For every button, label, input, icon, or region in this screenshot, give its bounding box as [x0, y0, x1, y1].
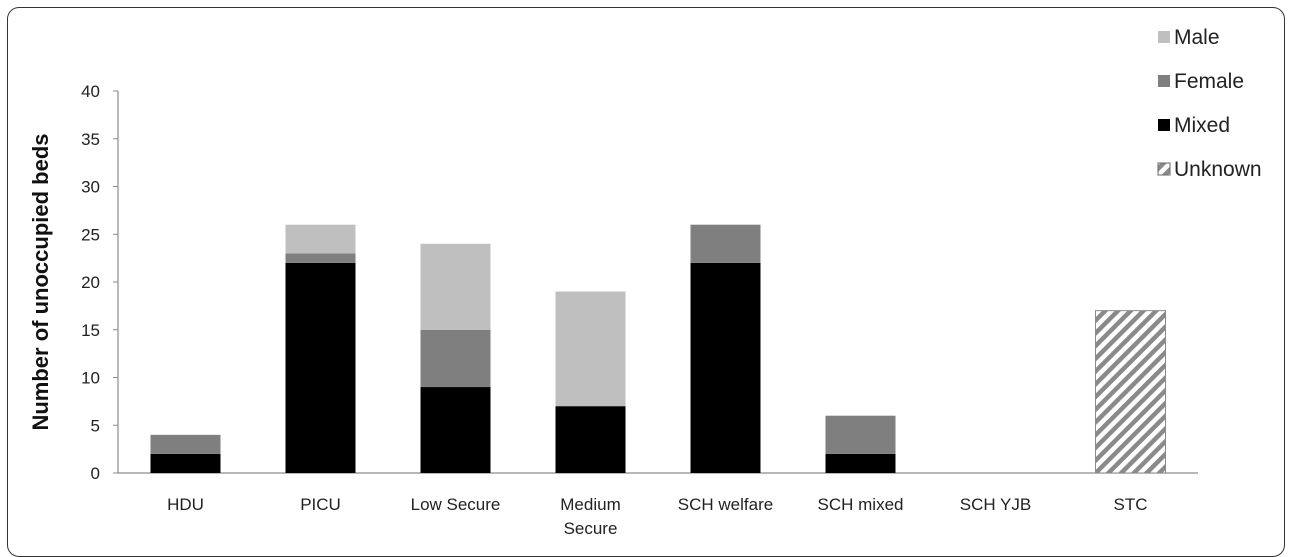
x-tick-label: STC	[1114, 495, 1148, 514]
legend-swatch-mixed	[1158, 119, 1170, 131]
x-tick-label: SCH mixed	[818, 495, 904, 514]
bar-female-picu	[285, 253, 356, 263]
legend: Male Female Mixed Unknown	[1157, 26, 1262, 181]
x-tick-label: Low Secure	[411, 495, 501, 514]
bar-female-sch-mixed	[825, 415, 896, 454]
bar-female-sch-welfare	[690, 224, 761, 263]
x-tick-label: HDU	[167, 495, 204, 514]
bar-mixed-sch-welfare	[690, 262, 761, 473]
plot-area: 0 5 10 15 20 25 30 35 40 HDU PICU Low Secure Medium S…	[81, 82, 1198, 538]
bar-mixed-picu	[285, 262, 356, 473]
bar-mixed-low-secure	[420, 387, 491, 473]
legend-label-unknown: Unknown	[1174, 158, 1262, 181]
legend-swatch-male	[1158, 31, 1170, 43]
legend-swatch-female	[1158, 75, 1170, 87]
x-tick-label: SCH YJB	[960, 495, 1032, 514]
y-axis-label: Number of unoccupied beds	[28, 133, 53, 430]
legend-label-mixed: Mixed	[1174, 114, 1230, 137]
bar-male-low-secure	[420, 243, 491, 330]
x-tick-label: SCH welfare	[678, 495, 773, 514]
legend-label-male: Male	[1174, 26, 1220, 49]
bar-male-medium-secure	[555, 291, 626, 407]
y-tick-label: 35	[81, 130, 100, 149]
bar-female-low-secure	[420, 329, 491, 388]
x-tick-label: Medium Secure	[560, 495, 620, 538]
y-tick-label: 40	[81, 82, 100, 101]
bar-male-picu	[285, 224, 356, 254]
y-tick-label: 10	[81, 369, 100, 388]
y-tick-label: 5	[91, 416, 100, 435]
y-tick-label: 0	[91, 464, 100, 483]
y-tick-label: 15	[81, 321, 100, 340]
x-tick-label: PICU	[300, 495, 341, 514]
legend-swatch-unknown	[1157, 162, 1171, 176]
y-tick-label: 25	[81, 225, 100, 244]
stacked-bar-chart: 0 5 10 15 20 25 30 35 40 HDU PICU Low Secure Medium S…	[28, 26, 1262, 538]
bar-mixed-hdu	[150, 453, 221, 473]
bar-unknown-stc	[1095, 310, 1166, 474]
bar-mixed-sch-mixed	[825, 453, 896, 473]
y-tick-label: 30	[81, 178, 100, 197]
y-tick-label: 20	[81, 273, 100, 292]
bar-mixed-medium-secure	[555, 406, 626, 473]
bar-female-hdu	[150, 434, 221, 454]
legend-label-female: Female	[1174, 70, 1244, 93]
